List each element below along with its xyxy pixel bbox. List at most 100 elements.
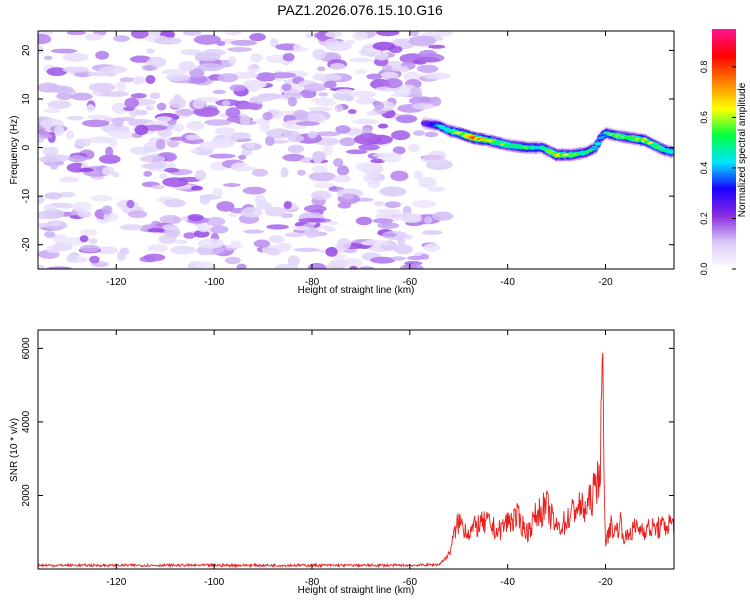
spectrogram-noise-blob (395, 114, 418, 124)
spectrogram-noise-blob (74, 138, 92, 147)
spectrogram-noise-blob (135, 109, 148, 116)
spectrogram-x-tick-label: -60 (403, 277, 418, 288)
spectrogram-noise-blob (146, 48, 155, 54)
spectrogram-noise-blob (377, 222, 400, 229)
spectrogram-noise-blob (413, 170, 423, 181)
spectrogram-noise-blob (349, 90, 377, 98)
spectrogram-noise-blob (355, 216, 373, 226)
spectrogram-noise-blob (384, 201, 402, 209)
spectrogram-noise-blob (410, 86, 422, 97)
spectrogram-noise-blob (44, 192, 63, 200)
spectrogram-noise-blob (225, 107, 241, 118)
spectrogram-noise-blob (370, 256, 396, 264)
spectrogram-noise-blob (393, 244, 413, 255)
spectrogram-noise-blob (335, 88, 354, 95)
spectrogram-noise-blob (216, 41, 226, 47)
spectrogram-noise-blob (155, 138, 166, 150)
spectrogram-noise-blob (185, 75, 208, 84)
snr-x-label: Height of straight line (km) (298, 585, 415, 596)
spectrogram-noise-blob (429, 96, 442, 107)
spectrogram-noise-blob (432, 211, 453, 221)
spectrogram-noise-blob (39, 156, 59, 163)
spectrogram-noise-blob (191, 185, 203, 191)
spectrogram-noise-blob (89, 255, 100, 264)
spectrogram-noise-blob (262, 112, 273, 121)
spectrogram-x-tick-label: -40 (500, 277, 515, 288)
spectrogram-noise-blob (377, 123, 389, 129)
spectrogram-noise-blob (311, 165, 328, 174)
spectrogram-noise-blob (282, 92, 303, 100)
spectrogram-noise-blob (345, 95, 354, 102)
spectrogram-x-tick-label: -80 (305, 277, 320, 288)
spectrogram-noise-blob (221, 100, 231, 107)
snr-y-axis: 2000 4000 6000 (21, 337, 674, 507)
spectrogram-noise-blob (282, 53, 295, 62)
spectrogram-noise-blob (324, 40, 352, 52)
spectrogram-noise-blob (293, 43, 302, 52)
spectrogram-noise-blob (79, 235, 89, 243)
spectrogram-noise-blob (247, 64, 260, 73)
spectrogram-noise-blob (147, 228, 165, 233)
spectrogram-noise-blob (49, 219, 62, 227)
spectrogram-signal-cell (591, 146, 599, 150)
spectrogram-noise-blob (310, 97, 334, 103)
spectrogram-noise-blob (307, 130, 318, 139)
spectrogram-noise-blob (236, 263, 247, 269)
spectrogram-noise-blob (275, 242, 292, 252)
spectrogram-noise-blob (232, 71, 259, 79)
spectrogram-noise-blob (196, 261, 215, 269)
spectrogram-noise-blob (105, 146, 114, 157)
spectrogram-noise-blob (172, 123, 184, 132)
spectrogram-noise-blob (154, 37, 182, 45)
spectrogram-noise-blob (143, 170, 153, 177)
spectrogram-noise-blob (145, 105, 154, 111)
spectrogram-noise-blob (344, 258, 363, 268)
spectrogram-noise-blob (84, 33, 103, 41)
spectrogram-noise-blob (46, 266, 72, 269)
spectrogram-noise-blob (242, 186, 266, 195)
spectrogram-noise-blob (358, 132, 379, 142)
spectrogram-x-axis: -120 -100 -80 -60 -40 -20 (106, 31, 613, 288)
spectrogram-noise-blob (376, 208, 402, 215)
spectrogram-noise-blob (241, 207, 263, 218)
spectrogram-noise-blob (317, 66, 326, 72)
snr-y-label: SNR (10 * v/v) (9, 418, 20, 482)
spectrogram-noise-blob (383, 78, 403, 89)
spectrogram-noise-blob (376, 31, 400, 37)
spectrogram-noise-blob (128, 210, 148, 219)
spectrogram-noise-blob (79, 167, 94, 172)
spectrogram-noise-blob (347, 109, 357, 115)
colorbar-tick-label: 0.2 (699, 212, 709, 225)
spectrogram-noise-blob (390, 170, 409, 182)
spectrogram-noise-blob (88, 82, 116, 92)
spectrogram-noise-blob (298, 218, 326, 223)
snr-frame (37, 329, 675, 570)
spectrogram-noise-blob (193, 107, 220, 117)
spectrogram-noise-blob (66, 130, 75, 141)
spectrogram-noise-blob (98, 65, 127, 74)
spectrogram-noise-blob (170, 136, 187, 141)
spectrogram-noise-blob (53, 125, 65, 136)
spectrogram-noise-blob (119, 247, 130, 255)
spectrogram-y-tick-label: 10 (21, 93, 32, 105)
spectrogram-noise-blob (175, 108, 196, 116)
spectrogram-noise-blob (253, 95, 274, 102)
spectrogram-noise-blob (59, 176, 80, 183)
spectrogram-noise-blob (204, 119, 232, 126)
spectrogram-noise-blob (141, 163, 167, 169)
spectrogram-noise-blob (407, 143, 420, 152)
spectrogram-noise-blob (68, 155, 87, 163)
spectrogram-noise-blob (424, 131, 439, 138)
spectrogram-noise-blob (205, 216, 226, 227)
spectrogram-noise-blob (146, 56, 167, 68)
spectrogram-noise-blob (238, 154, 247, 160)
spectrogram-noise-blob (217, 73, 239, 83)
spectrogram-noise-blob (428, 44, 446, 49)
spectrogram-noise-blob (264, 206, 285, 217)
spectrogram-noise-blob (227, 55, 237, 65)
spectrogram-noise-blob (241, 148, 253, 156)
spectrogram-noise-blob (372, 41, 396, 51)
snr-x-tick-label: -120 (106, 577, 126, 588)
spectrogram-noise-blob (161, 69, 188, 75)
spectrogram-noise-blob (101, 91, 129, 97)
